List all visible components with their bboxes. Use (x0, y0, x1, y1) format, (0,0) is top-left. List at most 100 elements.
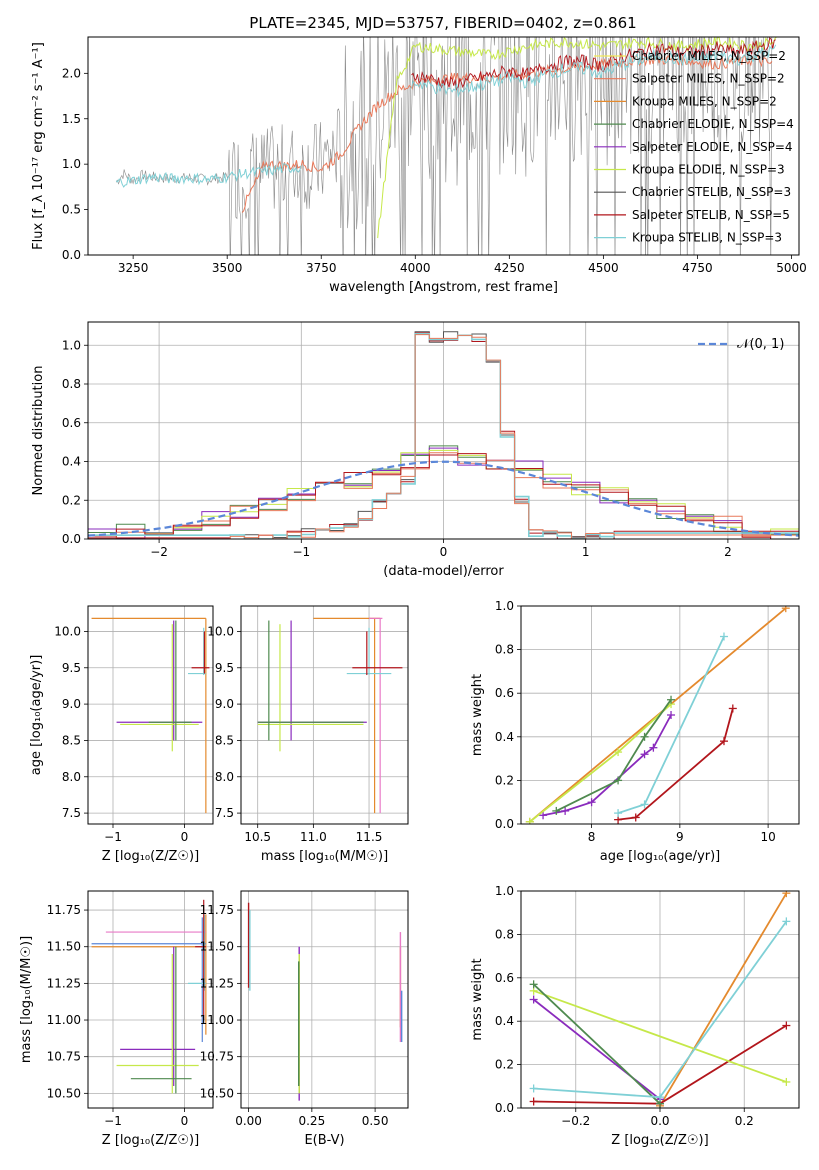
y-tick-label: 11.50 (200, 940, 234, 954)
x-tick-label: −1 (104, 830, 122, 844)
x-tick-label: 4000 (400, 261, 431, 275)
x-tick-label: 0 (440, 545, 448, 559)
x-axis-label: wavelength [Angstrom, rest frame] (329, 280, 558, 295)
legend-label: Kroupa STELIB, N_SSP=3 (632, 231, 782, 245)
axes-frame (87, 36, 800, 256)
x-axis-label: mass [log₁₀(M/M☉)] (261, 849, 388, 864)
histogram-step (88, 334, 799, 539)
legend-label: Salpeter MILES, N_SSP=2 (632, 72, 785, 86)
legend: Chabrier MILES, N_SSP=2 Salpeter MILES, N… (594, 49, 794, 245)
x-tick-label: 1 (582, 545, 590, 559)
model-spectrum-line (377, 37, 777, 239)
x-tick-label: 10 (760, 830, 775, 844)
plot-area (91, 899, 207, 1094)
legend-label: Chabrier MILES, N_SSP=2 (632, 49, 786, 63)
model-spectrum-line (411, 44, 777, 98)
y-tick-label: 9.5 (62, 661, 81, 675)
y-tick-label: 0.4 (495, 1014, 514, 1028)
series-line (555, 699, 672, 812)
plot-area (247, 902, 403, 1101)
x-tick-label: 0 (181, 1114, 189, 1128)
age-vs-metallicity-panel: −1 0 7.5 8.0 8.5 9.0 9.5 10.0 Z [log₁₀(Z/Z☉)] age… (29, 605, 214, 864)
y-tick-label: 1.0 (495, 599, 514, 613)
x-tick-label: 3250 (118, 261, 149, 275)
y-tick-label: 11.50 (47, 940, 81, 954)
plot-area (115, 37, 777, 255)
series-line (659, 892, 788, 1107)
y-tick-label: 9.0 (62, 697, 81, 711)
x-tick-label: 0.50 (362, 1114, 389, 1128)
y-tick-label: 9.0 (215, 697, 234, 711)
spectrum-panel: 3250 3500 3750 4000 4250 4500 4750 5000 0.0 0.5 1.… (31, 36, 807, 295)
plot-area (529, 891, 791, 1108)
x-tick-label: 0 (181, 830, 189, 844)
legend-label: Chabrier STELIB, N_SSP=3 (632, 185, 791, 199)
y-tick-label: 11.75 (47, 903, 81, 917)
x-tick-label: 9 (676, 830, 684, 844)
y-axis-label: age [log₁₀(age/yr)] (29, 655, 44, 776)
x-tick-label: 2 (724, 545, 732, 559)
axes-frame (520, 605, 800, 825)
y-tick-label: 11.25 (200, 976, 234, 990)
x-tick-label: −0.2 (561, 1114, 590, 1128)
x-tick-label: 4250 (494, 261, 525, 275)
y-tick-label: 0.2 (495, 773, 514, 787)
y-tick-label: 8.5 (62, 733, 81, 747)
x-tick-label: 3500 (212, 261, 243, 275)
legend-label: Kroupa ELODIE, N_SSP=3 (632, 163, 785, 177)
y-axis-label: mass [log₁₀(M/M☉)] (19, 936, 34, 1063)
mass-vs-metallicity-panel: −1 0 10.50 10.75 11.00 11.25 11.50 11.75 Z [log₁… (19, 890, 214, 1148)
x-tick-label: 0.00 (235, 1114, 262, 1128)
legend-label: Salpeter STELIB, N_SSP=5 (632, 208, 790, 222)
y-tick-label: 0.0 (495, 1101, 514, 1115)
x-tick-label: 11.5 (356, 830, 383, 844)
y-tick-label: 1.0 (62, 338, 81, 352)
y-tick-label: 0.8 (62, 377, 81, 391)
y-axis-label: Flux [f_λ 10⁻¹⁷ erg cm⁻² s⁻¹ A⁻¹] (31, 42, 46, 250)
axes-frame (87, 605, 214, 825)
y-tick-label: 7.5 (215, 806, 234, 820)
x-tick-label: −1 (104, 1114, 122, 1128)
y-tick-label: 1.0 (495, 884, 514, 898)
y-tick-label: 9.5 (215, 661, 234, 675)
x-tick-label: 4750 (682, 261, 713, 275)
histogram-step (88, 452, 799, 539)
y-axis-label: mass weight (470, 674, 485, 756)
series-line (532, 983, 661, 1105)
normal-curve (88, 460, 799, 537)
y-tick-label: 10.0 (207, 624, 234, 638)
series-line (533, 989, 787, 1083)
y-tick-label: 0.6 (495, 686, 514, 700)
legend-label: Chabrier ELODIE, N_SSP=4 (632, 117, 794, 131)
y-tick-label: 1.0 (62, 157, 81, 171)
y-tick-label: 0.8 (495, 643, 514, 657)
y-tick-label: 1.5 (62, 112, 81, 126)
y-tick-label: 8.5 (215, 733, 234, 747)
data-spectrum-line (115, 37, 773, 255)
x-tick-label: 0.0 (650, 1114, 669, 1128)
legend-label: 𝒩(0, 1) (737, 337, 784, 352)
x-tick-label: 8 (588, 830, 596, 844)
histogram-step (88, 332, 799, 539)
plot-area (525, 606, 790, 824)
y-tick-label: 11.25 (47, 976, 81, 990)
plot-area (257, 617, 403, 814)
y-tick-label: 0.6 (495, 971, 514, 985)
y-tick-label: 0.2 (62, 493, 81, 507)
histogram-step (88, 445, 799, 535)
y-tick-label: 0.6 (62, 416, 81, 430)
x-axis-label: Z [log₁₀(Z/Z☉)] (611, 1133, 708, 1148)
histogram-step (88, 332, 799, 539)
x-tick-label: 3750 (306, 261, 337, 275)
y-tick-label: 0.5 (62, 203, 81, 217)
x-tick-label: 10.5 (244, 830, 271, 844)
axes-frame (87, 321, 800, 540)
x-tick-label: 4500 (588, 261, 619, 275)
x-tick-label: 0.25 (298, 1114, 325, 1128)
age-vs-mass-panel: 10.5 11.0 11.5 7.5 8.0 8.5 9.0 9.5 10.0 mass [log… (207, 605, 409, 864)
y-tick-label: 0.2 (495, 1058, 514, 1072)
y-tick-label: 0.4 (62, 455, 81, 469)
y-tick-label: 10.75 (200, 1050, 234, 1064)
axes-frame (240, 890, 409, 1109)
